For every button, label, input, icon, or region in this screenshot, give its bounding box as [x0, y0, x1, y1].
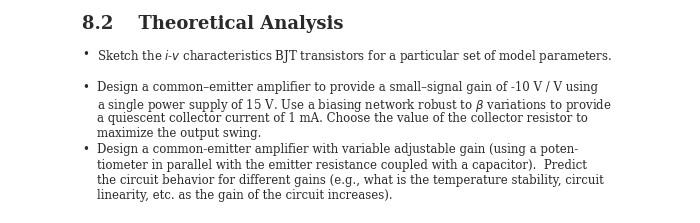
Text: a single power supply of 15 V. Use a biasing network robust to $\beta$ variation: a single power supply of 15 V. Use a bia… — [97, 97, 612, 114]
Text: a quiescent collector current of 1 mA. Choose the value of the collector resisto: a quiescent collector current of 1 mA. C… — [97, 112, 588, 125]
Text: •: • — [82, 143, 89, 156]
Text: Design a common–emitter amplifier to provide a small–signal gain of -10 V / V us: Design a common–emitter amplifier to pro… — [97, 81, 598, 94]
Text: linearity, etc. as the gain of the circuit increases).: linearity, etc. as the gain of the circu… — [97, 190, 393, 202]
Text: tiometer in parallel with the emitter resistance coupled with a capacitor).  Pre: tiometer in parallel with the emitter re… — [97, 159, 587, 171]
Text: Sketch the $i$-$v$ characteristics BJT transistors for a particular set of model: Sketch the $i$-$v$ characteristics BJT t… — [97, 48, 612, 65]
Text: •: • — [82, 48, 89, 61]
Text: Design a common-emitter amplifier with variable adjustable gain (using a poten-: Design a common-emitter amplifier with v… — [97, 143, 578, 156]
Text: •: • — [82, 81, 89, 94]
Text: 8.2    Theoretical Analysis: 8.2 Theoretical Analysis — [82, 15, 344, 33]
Text: the circuit behavior for different gains (e.g., what is the temperature stabilit: the circuit behavior for different gains… — [97, 174, 603, 187]
Text: maximize the output swing.: maximize the output swing. — [97, 128, 261, 140]
